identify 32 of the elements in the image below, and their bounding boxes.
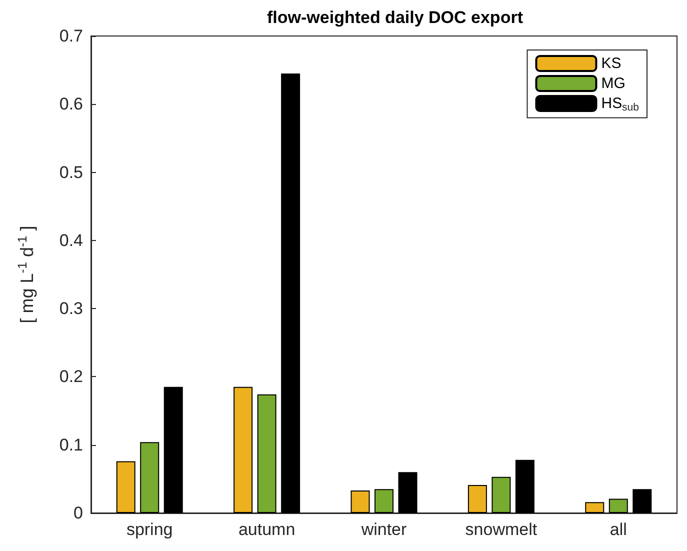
x-tick-label: all <box>610 520 627 539</box>
bar <box>257 394 276 513</box>
legend-label: MG <box>601 75 626 92</box>
y-tick-label: 0.6 <box>59 94 83 114</box>
bar <box>632 489 652 513</box>
bar <box>281 73 300 513</box>
bar <box>234 386 253 513</box>
y-tick-label: 0.7 <box>59 26 83 46</box>
bar <box>374 489 394 513</box>
bar <box>468 485 487 513</box>
bar <box>398 472 418 513</box>
y-tick-label: 0.5 <box>59 162 83 182</box>
y-tick-label: 0.4 <box>59 230 83 250</box>
bar <box>116 461 136 513</box>
x-tick-label: winter <box>360 520 408 539</box>
y-tick-label: 0.3 <box>59 299 83 318</box>
x-tick-label: snowmelt <box>465 520 538 539</box>
bar <box>350 490 370 513</box>
legend-label: KS <box>601 55 622 72</box>
y-tick-label: 0 <box>74 504 83 522</box>
bar <box>492 476 511 513</box>
y-tick-label: 0.2 <box>59 367 83 386</box>
y-tick-label: 0.1 <box>59 435 83 454</box>
y-axis-title: [ mg L-1 d-1 ] <box>16 226 37 324</box>
bar <box>608 498 628 513</box>
chart-title: flow-weighted daily DOC export <box>267 8 524 27</box>
bar <box>585 502 604 513</box>
bar <box>140 442 160 513</box>
bar <box>164 386 183 513</box>
x-tick-label: autumn <box>238 520 296 539</box>
x-tick-label: spring <box>126 520 173 539</box>
bar <box>515 460 534 513</box>
